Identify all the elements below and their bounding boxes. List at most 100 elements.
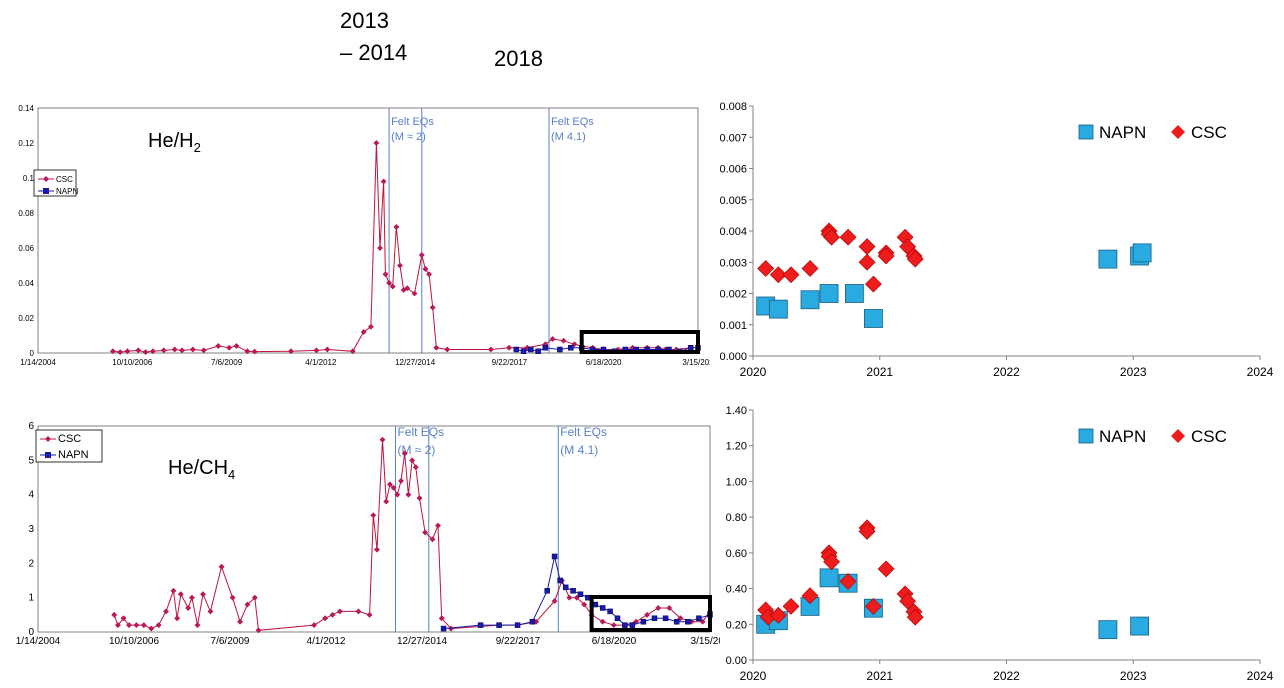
data-point-csc xyxy=(858,253,876,271)
y-tick-label: 0.02 xyxy=(18,314,34,323)
zoom-highlight-box xyxy=(589,595,712,632)
data-point-napn xyxy=(640,618,647,625)
data-point-napn xyxy=(570,588,576,594)
data-point-napn xyxy=(614,615,621,622)
y-tick-label: 0.008 xyxy=(719,101,747,113)
data-point-csc xyxy=(126,622,132,629)
data-point-csc xyxy=(170,587,177,594)
data-point-napn xyxy=(1132,243,1152,263)
x-tick-label: 2021 xyxy=(866,669,893,683)
data-point-csc xyxy=(360,329,367,335)
plot-area xyxy=(37,107,699,354)
year-label-2014: – 2014 xyxy=(340,40,408,65)
data-point-csc xyxy=(174,615,181,622)
data-point-csc xyxy=(906,250,924,268)
data-point-csc xyxy=(200,591,206,598)
x-tick-label: 2022 xyxy=(993,669,1020,683)
data-point-napn xyxy=(535,348,541,354)
data-point-csc xyxy=(218,563,225,570)
data-point-csc xyxy=(226,344,233,351)
legend-box xyxy=(33,169,77,197)
data-point-csc xyxy=(366,611,373,618)
data-point-csc xyxy=(551,598,558,605)
he-ch4-time-series-chart: 0 1 2 3 4 5 6 1/14/2004 10/10/2006 7/6/2009 4/1/20… xyxy=(16,421,720,647)
x-tick-label: 12/27/2014 xyxy=(397,636,447,647)
data-point-csc xyxy=(769,606,787,624)
legend-label-csc: CSC xyxy=(58,433,81,445)
x-tick-label: 1/14/2004 xyxy=(16,636,61,647)
y-tick-label: 0.001 xyxy=(719,320,747,332)
data-point-csc xyxy=(374,546,380,553)
data-point-csc xyxy=(404,285,411,292)
data-point-napn xyxy=(629,622,636,628)
data-point-napn xyxy=(685,618,691,625)
data-point-csc xyxy=(418,252,425,258)
data-point-csc xyxy=(124,348,131,355)
x-tick-label: 6/18/2020 xyxy=(592,636,637,647)
legend-marker-napn xyxy=(1078,428,1094,444)
he-h2-time-series-chart: 0 0.02 0.04 0.06 0.08 0.1 0.12 0.14 1/14/2004 10/… xyxy=(18,104,710,367)
data-point-csc xyxy=(200,347,207,354)
felt-eq-annotation: Felt EQs xyxy=(391,116,434,128)
data-point-napn xyxy=(557,346,563,353)
data-point-csc xyxy=(433,344,440,351)
y-tick-label: 0.005 xyxy=(719,195,747,207)
x-tick-label: 2020 xyxy=(740,365,767,379)
data-point-csc xyxy=(610,622,617,629)
data-point-csc xyxy=(422,266,429,272)
data-point-csc xyxy=(549,336,556,342)
data-point-csc xyxy=(189,346,196,353)
data-point-csc xyxy=(435,522,441,529)
data-point-csc xyxy=(864,598,882,615)
legend-marker-csc xyxy=(1171,125,1185,139)
data-point-csc xyxy=(769,266,787,284)
data-point-csc xyxy=(426,271,432,278)
data-point-napn xyxy=(440,625,447,632)
data-point-csc xyxy=(655,605,662,611)
felt-eq-annotation: (M 4.1) xyxy=(551,131,586,143)
data-point-csc xyxy=(839,228,857,246)
data-point-csc xyxy=(178,347,185,354)
x-tick-label: 12/27/2014 xyxy=(395,358,436,367)
legend-label-csc: CSC xyxy=(56,175,73,184)
data-point-csc xyxy=(416,495,423,502)
data-point-csc xyxy=(438,615,445,622)
legend-marker-csc xyxy=(1171,429,1185,443)
y-tick-label: 1 xyxy=(28,593,34,604)
he-h2-zoom-scatter-chart: 0.000 0.001 0.002 0.003 0.004 0.005 0.006 0.007… xyxy=(719,101,1273,379)
year-label-2013: 2013 xyxy=(340,8,389,33)
y-tick-label: 6 xyxy=(28,421,34,432)
data-point-csc xyxy=(140,622,147,629)
felt-eq-annotation: Felt EQs xyxy=(551,116,594,128)
he-ch4-zoom-scatter-chart: 0.00 0.20 0.40 0.60 0.80 1.00 1.20 1.40 2020 2021… xyxy=(726,405,1274,683)
legend-label-napn: NAPN xyxy=(1099,427,1146,446)
y-tick-label: 0.006 xyxy=(719,164,747,176)
y-tick-label: 1.20 xyxy=(726,441,747,453)
y-tick-label: 0.80 xyxy=(726,512,747,524)
data-point-napn xyxy=(513,346,520,353)
data-point-csc xyxy=(322,615,329,622)
plot-area xyxy=(37,425,711,633)
data-point-csc xyxy=(324,346,331,353)
data-point-csc xyxy=(177,591,184,598)
data-point-csc xyxy=(409,457,416,464)
data-point-napn xyxy=(557,577,563,584)
data-point-csc xyxy=(233,343,240,349)
data-point-csc xyxy=(405,491,412,498)
x-tick-label: 3/15/202 xyxy=(691,636,720,647)
data-point-csc xyxy=(313,347,320,354)
data-point-csc xyxy=(581,601,588,608)
y-tick-label: 0.04 xyxy=(18,279,34,288)
y-tick-label: 0.1 xyxy=(23,174,35,183)
data-point-csc xyxy=(133,622,140,629)
data-point-csc xyxy=(377,245,383,251)
y-tick-label: 0.00 xyxy=(726,655,747,667)
data-point-csc xyxy=(311,622,317,629)
data-point-napn xyxy=(864,309,883,328)
x-tick-label: 2022 xyxy=(993,365,1020,379)
data-point-csc xyxy=(251,348,258,355)
data-point-csc xyxy=(444,346,451,353)
y-tick-label: 0.06 xyxy=(18,244,34,253)
data-point-csc xyxy=(397,262,403,269)
data-point-csc xyxy=(373,140,380,146)
